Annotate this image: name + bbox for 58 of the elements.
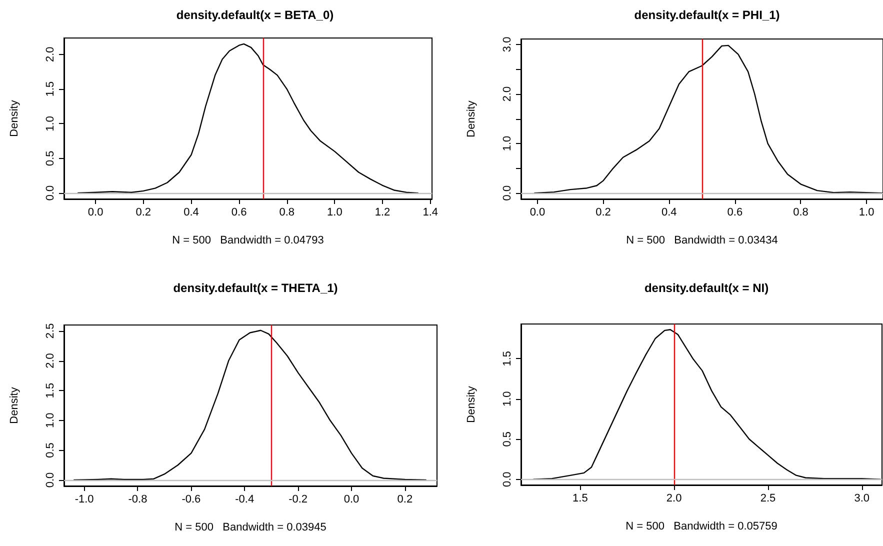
x-tick-label: 1.5 [572,492,588,504]
y-axis-title: Density [8,386,20,424]
x-tick-label: 1.2 [374,206,390,218]
y-tick-label: 3.0 [502,36,514,52]
x-tick-label: 0.2 [136,206,152,218]
x-tick-label: 0.8 [279,206,295,218]
x-tick-label: 0.0 [530,206,546,218]
y-axis-title: Density [466,386,478,423]
x-tick-label: 0.6 [231,206,247,218]
chart-title: density.default(x = BETA_0) [176,8,334,22]
x-tick-label: -1.0 [74,494,94,506]
x-tick-label: -0.6 [182,494,201,506]
y-tick-label: 2.0 [44,353,56,368]
x-axis-title: N = 500 Bandwidth = 0.05759 [626,520,778,532]
x-tick-label: 0.2 [397,494,413,506]
x-tick-label: 0.6 [727,206,743,218]
y-tick-label: 0.5 [44,150,56,166]
y-tick-label: 1.5 [44,382,56,398]
y-tick-label: 2.5 [44,323,56,339]
y-axis-title: Density [8,100,20,137]
x-tick-label: -0.8 [128,494,148,506]
x-tick-label: 0.4 [184,206,199,218]
y-tick-label: 0.5 [502,431,514,447]
x-axis-title: N = 500 Bandwidth = 0.03434 [626,234,778,246]
chart-title: density.default(x = NI) [644,281,769,295]
y-tick-label: 1.5 [502,350,514,366]
y-tick-label: 0.0 [44,185,56,201]
x-tick-label: 0.2 [596,206,611,218]
y-tick-label: 2.0 [502,86,514,102]
x-tick-label: 1.0 [327,206,342,218]
x-tick-label: 1.4 [422,206,438,218]
y-axis-title: Density [466,100,478,138]
x-axis-title: N = 500 Bandwidth = 0.03945 [174,522,326,534]
x-tick-label: 1.0 [858,206,874,218]
chart-title: density.default(x = PHI_1) [634,8,780,22]
chart-title: density.default(x = THETA_1) [173,281,338,295]
x-tick-label: 0.4 [661,206,677,218]
x-axis-title: N = 500 Bandwidth = 0.04793 [172,234,324,246]
line-series [73,330,427,481]
y-tick-label: 0.0 [44,472,56,488]
x-tick-label: 0.8 [793,206,808,218]
y-tick-label: 0.5 [44,442,56,458]
x-tick-label: 2.5 [760,492,776,504]
y-tick-label: 1.0 [44,412,56,428]
x-tick-label: 0.0 [88,206,104,218]
x-tick-label: 2.0 [666,492,682,504]
x-tick-label: 3.0 [854,492,870,504]
x-tick-label: 0.0 [344,494,360,506]
line-series [77,43,419,194]
y-tick-label: 1.0 [44,116,56,132]
y-tick-label: 0.0 [502,185,514,201]
x-tick-label: -0.2 [288,494,308,506]
y-tick-label: 1.0 [502,391,514,407]
x-tick-label: -0.4 [235,494,254,506]
y-tick-label: 1.5 [44,81,56,97]
y-tick-label: 2.0 [44,46,56,62]
y-tick-label: 0.0 [502,472,514,488]
y-tick-label: 1.0 [502,136,514,152]
